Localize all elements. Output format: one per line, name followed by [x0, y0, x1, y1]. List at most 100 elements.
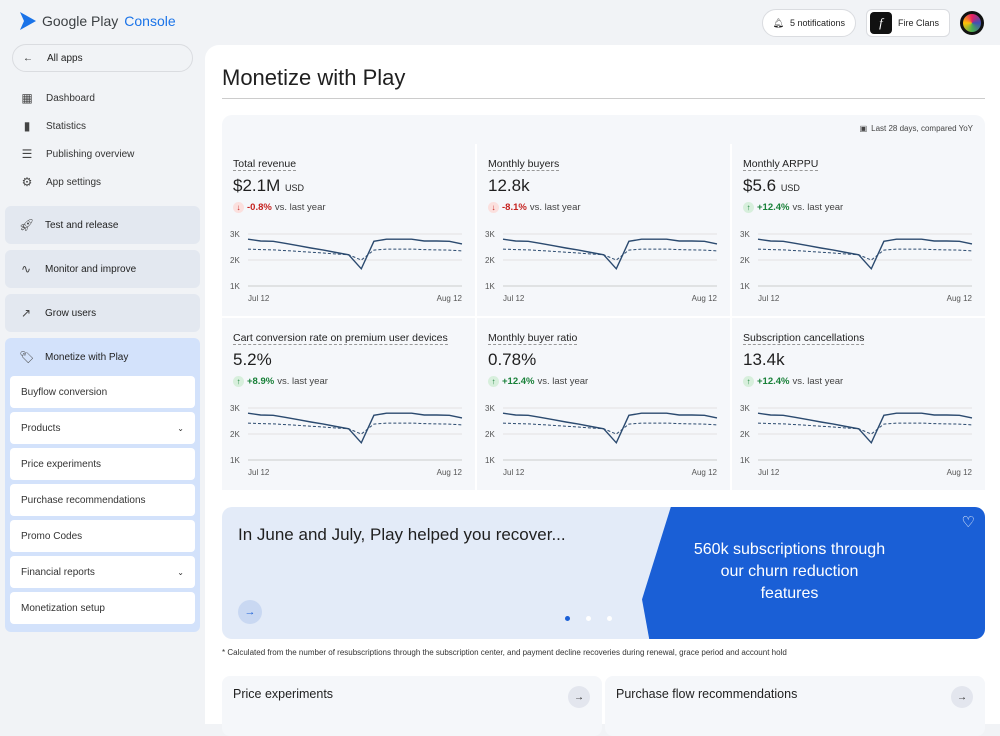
sidebar-subitem[interactable]: Promo Codes [10, 520, 195, 552]
metric-card[interactable]: Monthly buyer ratio 0.78% ↑ +12.4% vs. las… [477, 318, 730, 490]
avatar[interactable] [960, 11, 984, 35]
y-tick-label: 2K [740, 256, 750, 265]
sidebar-group-monetize[interactable]: 🏷︎ Monetize with Play [5, 338, 200, 376]
metrics-panel: ▣ Last 28 days, compared YoY Total revenu… [222, 115, 985, 490]
label: Products [21, 422, 61, 434]
banner-title: In June and July, Play helped you recove… [238, 525, 566, 544]
label: Publishing overview [46, 148, 135, 160]
metric-card[interactable]: Total revenue $2.1M USD ↓ -0.8% vs. last y… [222, 144, 475, 316]
metric-title[interactable]: Total revenue [233, 158, 297, 171]
sidebar-subitem[interactable]: Purchase recommendations [10, 484, 195, 516]
metric-card[interactable]: Subscription cancellations 13.4k ↑ +12.4%… [732, 318, 985, 490]
sidebar-item-app-settings[interactable]: ⚙ App settings [0, 168, 205, 196]
price-experiments-card[interactable]: Price experiments → [222, 676, 602, 736]
metric-card[interactable]: Monthly ARPPU $5.6 USD ↑ +12.4% vs. last y… [732, 144, 985, 316]
y-tick-label: 1K [485, 282, 495, 291]
rocket-icon: 🚀︎ [19, 218, 35, 232]
tag-icon: 🏷︎ [19, 350, 35, 364]
metric-title[interactable]: Subscription cancellations [743, 332, 865, 345]
metric-title[interactable]: Monthly buyers [488, 158, 560, 171]
label: Test and release [45, 219, 119, 231]
metric-value: 13.4k [743, 350, 974, 370]
x-tick-label: Aug 12 [692, 294, 718, 303]
metric-value: 12.8k [488, 176, 719, 196]
page-title: Monetize with Play [222, 65, 406, 90]
all-apps-button[interactable]: ← All apps [12, 44, 193, 72]
sidebar-subitem[interactable]: Monetization setup [10, 592, 195, 624]
sidebar-subitem[interactable]: Financial reports ⌄ [10, 556, 195, 588]
carousel-dot[interactable] [607, 616, 612, 621]
card-title: Price experiments [233, 687, 334, 701]
notifications-button[interactable]: 🔔︎ 5 notifications [761, 9, 856, 37]
unit: USD [284, 183, 304, 193]
trend-chart: 3K 2K 1K Jul 12 Aug 12 [230, 404, 463, 477]
calendar-icon: ▣ [859, 124, 868, 133]
y-tick-label: 3K [740, 404, 750, 413]
date-range-selector[interactable]: ▣ Last 28 days, compared YoY [860, 124, 973, 133]
sidebar-group-grow-users[interactable]: ↗ Grow users [5, 294, 200, 332]
x-tick-label: Aug 12 [947, 468, 973, 477]
bell-icon: 🔔︎ [772, 17, 784, 28]
banner-next-button[interactable]: → [238, 600, 262, 624]
metric-card[interactable]: Monthly buyers 12.8k ↓ -8.1% vs. last year… [477, 144, 730, 316]
sidebar-item-statistics[interactable]: ▮ Statistics [0, 112, 205, 140]
y-tick-label: 2K [230, 430, 240, 439]
label: Monetize with Play [45, 351, 129, 363]
delta-suffix: vs. last year [529, 202, 581, 213]
y-tick-label: 3K [740, 230, 750, 239]
metric-title[interactable]: Cart conversion rate on premium user dev… [233, 332, 448, 345]
sidebar-group-test-and-release[interactable]: 🚀︎ Test and release [5, 206, 200, 244]
dashed-series-line [247, 422, 463, 435]
label: Price experiments [21, 458, 102, 470]
metric-value: $2.1M USD [233, 176, 464, 196]
label: Buyflow conversion [21, 386, 108, 398]
play-console-logo[interactable]: Google Play Console [20, 12, 176, 30]
solid-series-line [502, 412, 718, 445]
heart-icon[interactable]: ♡ [961, 514, 975, 531]
app-switcher[interactable]: f Fire Clans [865, 9, 950, 37]
label: Monitor and improve [45, 263, 137, 275]
value: 13.4k [743, 350, 785, 369]
sidebar-subitem[interactable]: Products ⌄ [10, 412, 195, 444]
arrow-forward-icon[interactable]: → [568, 686, 590, 708]
y-tick-label: 2K [485, 430, 495, 439]
y-tick-label: 3K [230, 404, 240, 413]
delta-suffix: vs. last year [274, 202, 326, 213]
carousel-dot[interactable] [586, 616, 591, 621]
trend-chart: 3K 2K 1K Jul 12 Aug 12 [740, 230, 973, 303]
arrow-up-icon: ↑ [743, 202, 754, 213]
trend-chart: 3K 2K 1K Jul 12 Aug 12 [485, 230, 718, 303]
x-tick-label: Aug 12 [437, 294, 463, 303]
label: Monetization setup [21, 602, 105, 614]
metric-title[interactable]: Monthly ARPPU [743, 158, 819, 171]
main-content: Monetize with Play ▣ Last 28 days, compar… [205, 45, 1000, 736]
trend-chart: 3K 2K 1K Jul 12 Aug 12 [485, 404, 718, 477]
carousel-dot[interactable] [565, 616, 570, 621]
chevron-down-icon: ⌄ [177, 567, 184, 577]
x-tick-label: Jul 12 [248, 468, 270, 477]
dashed-series-line [502, 248, 718, 261]
value: 12.8k [488, 176, 530, 195]
value: 0.78% [488, 350, 537, 369]
y-tick-label: 1K [740, 456, 750, 465]
sidebar-subitem[interactable]: Price experiments [10, 448, 195, 480]
sidebar-subitem[interactable]: Buyflow conversion [10, 376, 195, 408]
y-tick-label: 3K [230, 230, 240, 239]
delta-value: +8.9% [247, 376, 275, 387]
sidebar-group-monitor[interactable]: ∿ Monitor and improve [5, 250, 200, 288]
arrow-forward-icon[interactable]: → [951, 686, 973, 708]
x-tick-label: Jul 12 [758, 468, 780, 477]
sidebar-item-publishing-overview[interactable]: ☰ Publishing overview [0, 140, 205, 168]
solid-series-line [247, 412, 463, 445]
metric-card[interactable]: Cart conversion rate on premium user dev… [222, 318, 475, 490]
delta-suffix: vs. last year [277, 376, 328, 387]
card-title: Purchase flow recommendations [616, 687, 798, 701]
metric-value: 5.2% [233, 350, 464, 370]
metric-delta: ↑ +12.4% vs. last year [488, 376, 719, 387]
x-tick-label: Jul 12 [503, 468, 525, 477]
purchase-flow-card[interactable]: Purchase flow recommendations → [605, 676, 985, 736]
sidebar-item-dashboard[interactable]: ▦ Dashboard [0, 84, 205, 112]
metric-title[interactable]: Monthly buyer ratio [488, 332, 578, 345]
delta-value: -8.1% [502, 202, 527, 213]
x-tick-label: Jul 12 [503, 294, 525, 303]
